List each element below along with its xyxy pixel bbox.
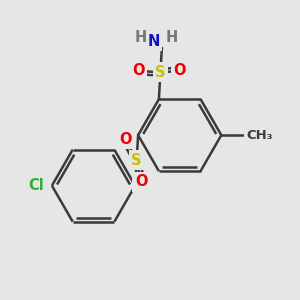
Text: N: N bbox=[147, 34, 160, 49]
Text: S: S bbox=[155, 65, 166, 80]
Text: H: H bbox=[134, 30, 147, 45]
Text: O: O bbox=[135, 174, 147, 189]
Text: H: H bbox=[165, 30, 178, 45]
Text: O: O bbox=[119, 131, 132, 146]
Text: S: S bbox=[131, 153, 142, 168]
Text: CH₃: CH₃ bbox=[246, 129, 273, 142]
Text: O: O bbox=[173, 63, 186, 78]
Text: O: O bbox=[132, 63, 144, 78]
Text: Cl: Cl bbox=[28, 178, 44, 193]
